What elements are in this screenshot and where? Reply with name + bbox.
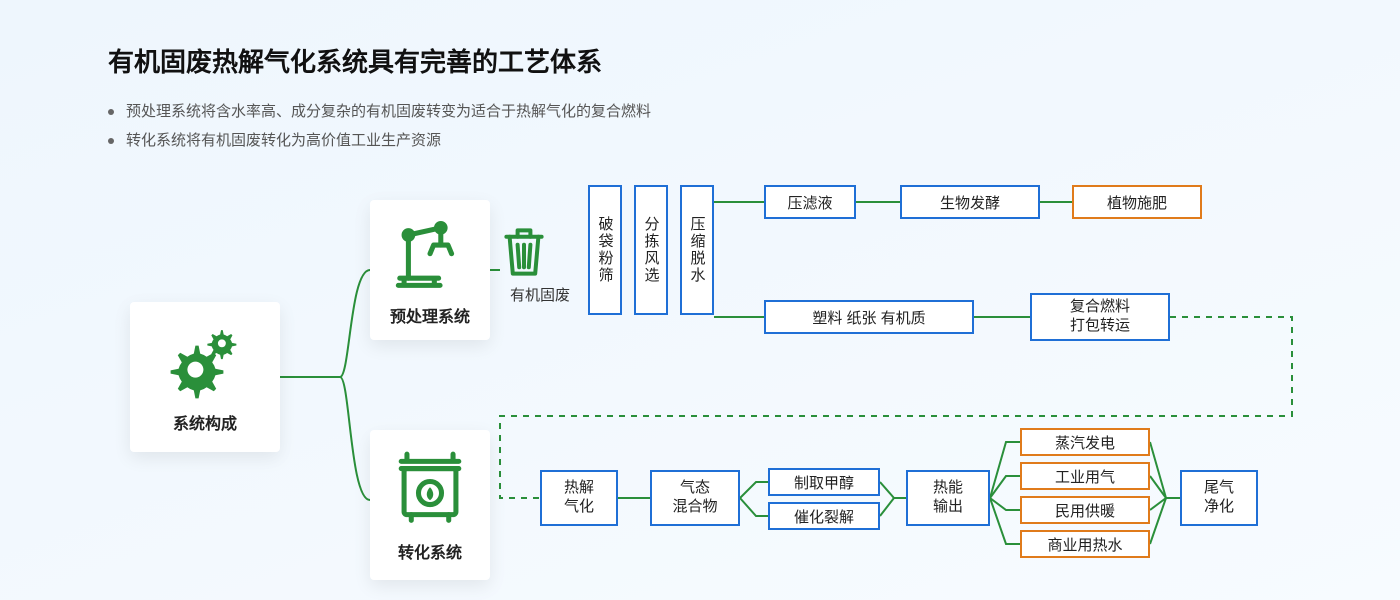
- box-steam-power: 蒸汽发电: [1020, 428, 1150, 456]
- card-label: 转化系统: [398, 539, 462, 563]
- box-bio-ferment: 生物发酵: [900, 185, 1040, 219]
- box-industrial-gas: 工业用气: [1020, 462, 1150, 490]
- card-label: 预处理系统: [390, 303, 470, 327]
- card-system-root: 系统构成: [130, 302, 280, 452]
- robot-arm-icon: [394, 213, 466, 293]
- bullet-list: 预处理系统将含水率高、成分复杂的有机固废转变为适合于热解气化的复合燃料 转化系统…: [108, 98, 651, 155]
- trash-icon: [500, 224, 548, 280]
- page-title: 有机固废热解气化系统具有完善的工艺体系: [108, 42, 602, 79]
- box-compound-fuel: 复合燃料打包转运: [1030, 293, 1170, 341]
- organic-waste: 有机固废: [500, 224, 580, 305]
- gears-icon: [165, 320, 245, 400]
- box-gas-mix: 气态混合物: [650, 470, 740, 526]
- box-civil-heating: 民用供暖: [1020, 496, 1150, 524]
- card-label: 系统构成: [173, 410, 237, 434]
- box-filtrate: 压滤液: [764, 185, 856, 219]
- bullet-item: 转化系统将有机固废转化为高价值工业生产资源: [108, 127, 651, 156]
- card-conversion: 转化系统: [370, 430, 490, 580]
- box-catalytic: 催化裂解: [768, 502, 880, 530]
- box-pyrolysis: 热解气化: [540, 470, 618, 526]
- organic-waste-label: 有机固废: [500, 284, 580, 305]
- box-dehydrate: 压缩脱水: [680, 185, 714, 315]
- card-preprocessing: 预处理系统: [370, 200, 490, 340]
- box-plant-manure: 植物施肥: [1072, 185, 1202, 219]
- furnace-icon: [394, 447, 466, 529]
- box-bag-shred: 破袋粉筛: [588, 185, 622, 315]
- box-exhaust-clean: 尾气净化: [1180, 470, 1258, 526]
- box-plastic-paper: 塑料 纸张 有机质: [764, 300, 974, 334]
- bullet-item: 预处理系统将含水率高、成分复杂的有机固废转变为适合于热解气化的复合燃料: [108, 98, 651, 127]
- box-methanol: 制取甲醇: [768, 468, 880, 496]
- box-commercial-hot: 商业用热水: [1020, 530, 1150, 558]
- box-air-sort: 分拣风选: [634, 185, 668, 315]
- box-heat-output: 热能输出: [906, 470, 990, 526]
